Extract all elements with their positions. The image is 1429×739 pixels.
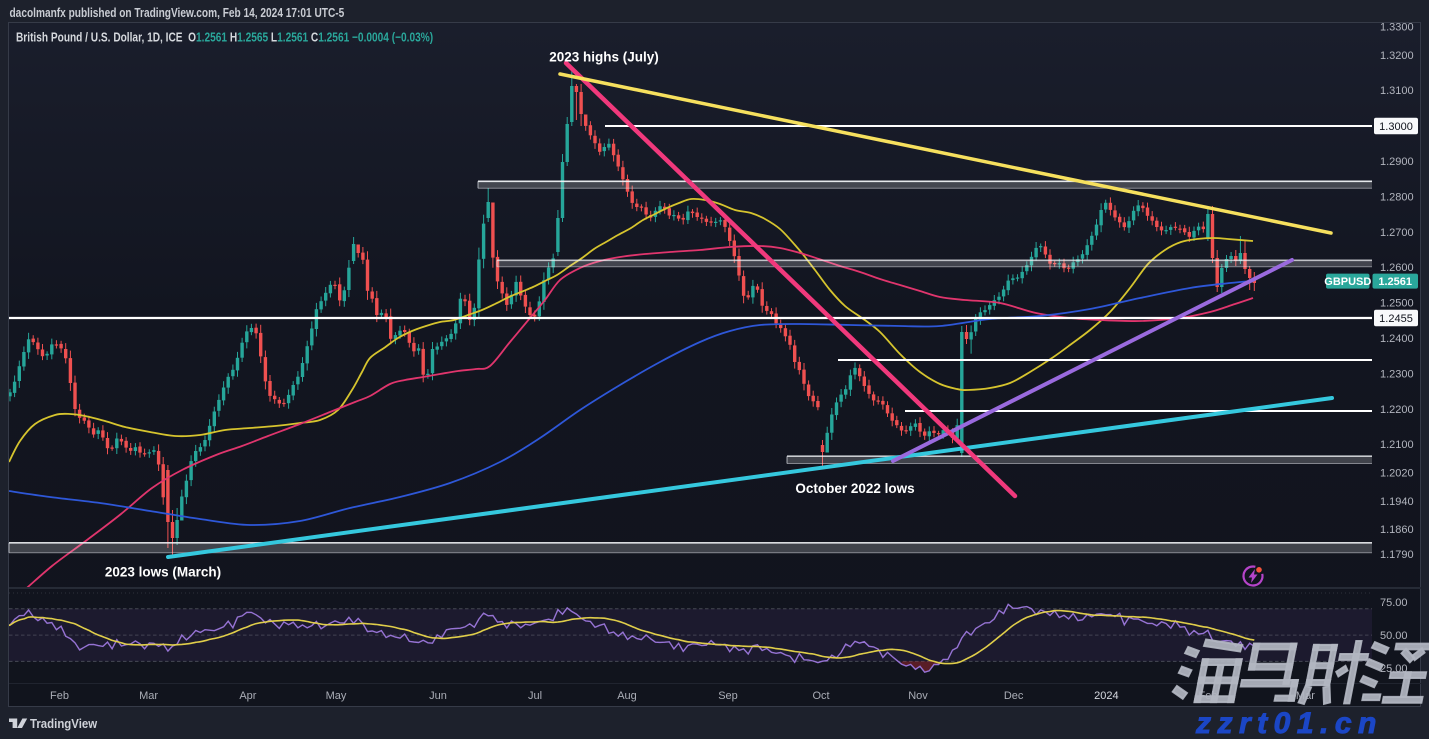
- svg-text:1.2400: 1.2400: [1380, 333, 1414, 345]
- svg-text:2024: 2024: [1094, 690, 1118, 702]
- svg-text:1.2561: 1.2561: [1378, 276, 1412, 288]
- svg-text:Dec: Dec: [1004, 690, 1024, 702]
- svg-text:75.00: 75.00: [1380, 597, 1408, 609]
- svg-text:October 2022 lows: October 2022 lows: [795, 481, 914, 496]
- svg-text:1.3200: 1.3200: [1380, 50, 1414, 62]
- svg-text:1.2500: 1.2500: [1380, 298, 1414, 310]
- svg-text:Feb: Feb: [50, 690, 69, 702]
- svg-text:1.2600: 1.2600: [1380, 262, 1414, 274]
- svg-text:1.1860: 1.1860: [1380, 524, 1414, 536]
- svg-text:50.00: 50.00: [1380, 630, 1408, 642]
- svg-text:TradingView: TradingView: [30, 716, 98, 731]
- svg-text:Mar: Mar: [139, 690, 158, 702]
- svg-text:dacolmanfx published on Tradin: dacolmanfx published on TradingView.com,…: [10, 6, 345, 20]
- svg-text:zzrt01.cn: zzrt01.cn: [1195, 707, 1383, 739]
- svg-text:1.3000: 1.3000: [1379, 121, 1413, 133]
- svg-text:1.2700: 1.2700: [1380, 227, 1414, 239]
- svg-text:Aug: Aug: [617, 690, 637, 702]
- svg-text:GBPUSD: GBPUSD: [1324, 276, 1371, 288]
- svg-text:1.3300: 1.3300: [1380, 22, 1414, 34]
- svg-text:1.1940: 1.1940: [1380, 496, 1414, 508]
- svg-text:Apr: Apr: [239, 690, 256, 702]
- svg-text:Sep: Sep: [718, 690, 738, 702]
- svg-text:British Pound / U.S. Dollar, 1: British Pound / U.S. Dollar, 1D, ICE O1.…: [16, 30, 433, 44]
- svg-text:Nov: Nov: [908, 690, 928, 702]
- svg-text:1.2800: 1.2800: [1380, 191, 1414, 203]
- svg-text:1.2100: 1.2100: [1380, 439, 1414, 451]
- svg-text:1.2020: 1.2020: [1380, 468, 1414, 480]
- svg-text:1.3100: 1.3100: [1380, 85, 1414, 97]
- svg-text:1.2455: 1.2455: [1379, 313, 1413, 325]
- svg-text:1.2200: 1.2200: [1380, 404, 1414, 416]
- svg-text:Jun: Jun: [429, 690, 447, 702]
- svg-text:1.2900: 1.2900: [1380, 156, 1414, 168]
- svg-text:1.2300: 1.2300: [1380, 368, 1414, 380]
- svg-text:Jul: Jul: [528, 690, 542, 702]
- svg-text:Oct: Oct: [812, 690, 829, 702]
- svg-text:2023 lows (March): 2023 lows (March): [105, 565, 221, 580]
- svg-text:1.1790: 1.1790: [1380, 549, 1414, 561]
- svg-text:2023 highs (July): 2023 highs (July): [549, 50, 659, 65]
- svg-text:May: May: [326, 690, 347, 702]
